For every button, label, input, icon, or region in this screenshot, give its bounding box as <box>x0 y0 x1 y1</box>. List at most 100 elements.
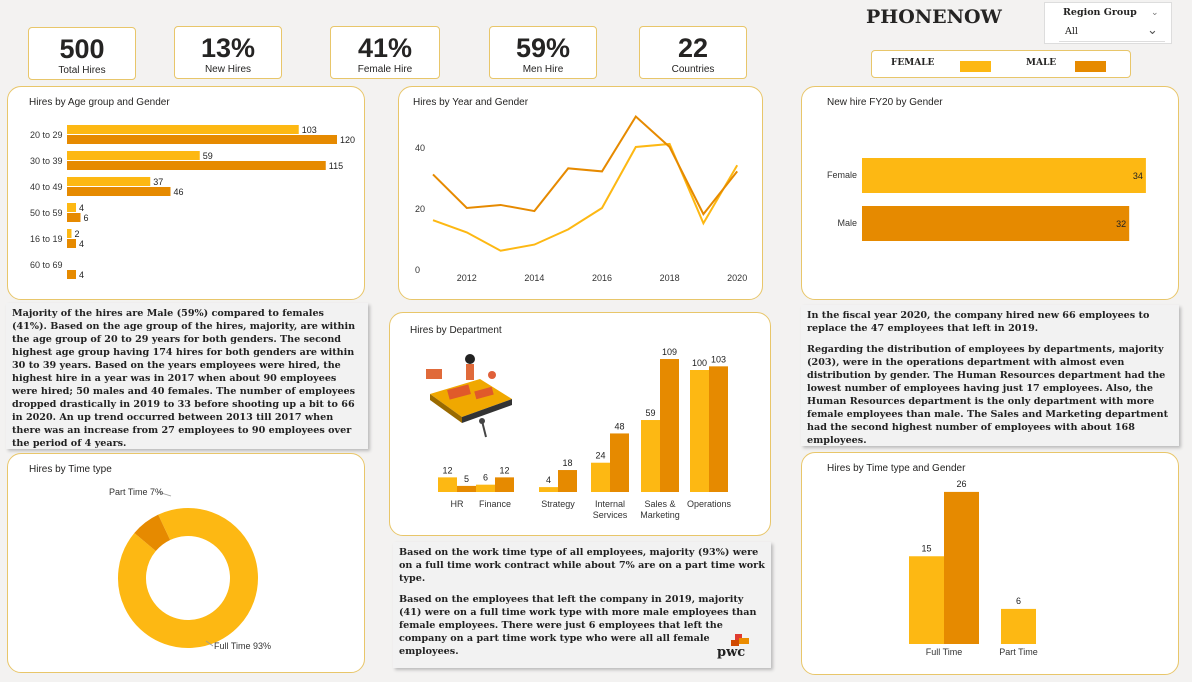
chart-title: Hires by Time type and Gender <box>827 463 966 474</box>
age-data-label: 37 <box>153 177 163 187</box>
dept-category-label: Finance <box>479 499 511 509</box>
age-category-label: 16 to 19 <box>30 234 63 244</box>
timegender-category-label: Part Time <box>999 647 1038 657</box>
chart-title: Hires by Year and Gender <box>413 97 529 108</box>
dept-data-label: 12 <box>442 465 452 475</box>
kpi-female-hire: 41% Female Hire <box>330 26 440 79</box>
age-category-label: 60 to 69 <box>30 260 63 270</box>
age-bar-female <box>67 151 200 160</box>
region-filter[interactable]: Region Group All ⌄ ⌄ <box>1044 2 1172 44</box>
dept-data-label: 48 <box>614 421 624 431</box>
pwc-logo: pwc <box>717 634 753 664</box>
dept-category-label: HR <box>451 499 464 509</box>
dept-bar-female <box>438 477 457 492</box>
age-bar-male <box>67 187 171 196</box>
age-data-label: 4 <box>79 270 84 280</box>
age-data-label: 115 <box>329 161 343 171</box>
legend-male-swatch <box>1075 61 1106 72</box>
age-bar-female <box>67 177 151 186</box>
dept-bar-male <box>495 477 514 492</box>
fy20-data-label: 32 <box>1116 219 1126 229</box>
year-y-tick: 40 <box>415 143 425 153</box>
dept-data-label: 103 <box>711 354 726 364</box>
region-filter-label: Region Group <box>1063 7 1137 18</box>
note-paragraph: In the fiscal year 2020, the company hir… <box>807 310 1150 334</box>
fy20-data-label: 34 <box>1133 171 1143 181</box>
kpi-label: Total Hires <box>58 65 106 76</box>
year-line-chart: 0 20 40 2012 2014 2016 2018 2020 <box>415 114 747 283</box>
chevron-down-icon[interactable]: ⌄ <box>1147 22 1158 37</box>
dept-data-label: 59 <box>645 408 655 418</box>
age-bar-male <box>67 270 76 279</box>
chevron-down-icon[interactable]: ⌄ <box>1151 7 1159 17</box>
dept-category-label: Internal <box>595 499 625 509</box>
timegender-data-label: 15 <box>921 543 931 553</box>
note-paragraph: Regarding the distribution of employees … <box>807 344 1169 446</box>
age-bar-female <box>67 203 76 212</box>
dept-bar-chart: 12 5 HR 6 12 Finance 4 18 Strategy 24 48 InternalSe… <box>438 347 732 520</box>
donut-slice-full-time <box>118 508 258 648</box>
dept-bar-female <box>476 484 495 492</box>
fy20-bar-male <box>862 206 1130 241</box>
dept-data-label: 109 <box>662 347 677 357</box>
age-data-label: 59 <box>203 151 213 161</box>
dept-category-label: Marketing <box>640 510 680 520</box>
dept-category-label: Services <box>593 510 628 520</box>
year-y-tick: 0 <box>415 265 420 275</box>
timegender-bar-chart: 15 26 Full Time 6 Part Time <box>909 479 1038 657</box>
brand-title: PHONENOW <box>866 6 1002 28</box>
year-chart-card: Hires by Year and Gender 0 20 40 2012 2014 20… <box>398 86 763 300</box>
age-data-label: 4 <box>79 203 84 213</box>
donut-label-full-time: Full Time 93% <box>214 641 271 651</box>
year-x-tick: 2016 <box>592 273 612 283</box>
dept-bar-male <box>610 433 629 492</box>
summary-note-mid: Based on the work time type of all emplo… <box>393 542 771 668</box>
department-illustration <box>426 354 512 438</box>
dept-bar-female <box>690 370 709 492</box>
age-data-label: 46 <box>174 187 184 197</box>
legend-female-label: FEMALE <box>891 58 935 68</box>
dept-bar-female <box>591 462 610 492</box>
kpi-value: 41% <box>357 33 413 63</box>
year-y-tick: 20 <box>415 204 425 214</box>
legend-male-label: MALE <box>1026 58 1057 68</box>
note-paragraph: Majority of the hires are Male (59%) com… <box>12 308 356 449</box>
dept-bar-male <box>457 485 476 492</box>
summary-note-left: Majority of the hires are Male (59%) com… <box>6 303 368 449</box>
donut-label-part-time: Part Time 7% <box>109 487 163 497</box>
fy20-bar-female <box>862 158 1146 193</box>
fy20-category-label: Male <box>837 218 857 228</box>
timetype-donut-chart: Part Time 7% Full Time 93% <box>109 487 271 651</box>
dept-bar-male <box>558 470 577 492</box>
age-data-label: 6 <box>84 213 89 223</box>
year-line-female <box>432 142 739 252</box>
dept-bar-male <box>709 366 728 492</box>
timegender-chart-card: Hires by Time type and Gender 15 26 Full T… <box>801 452 1179 675</box>
kpi-value: 500 <box>59 34 105 64</box>
fy20-bar-chart: Female 34 Male 32 <box>827 158 1146 241</box>
age-category-label: 30 to 39 <box>30 156 63 166</box>
year-x-tick: 2020 <box>727 273 747 283</box>
legend-female-swatch <box>960 61 991 72</box>
donut-leader-line <box>205 640 214 647</box>
age-bar-male <box>67 239 76 248</box>
dept-category-label: Sales & <box>644 499 675 509</box>
kpi-label: Female Hire <box>357 64 413 75</box>
dept-bar-female <box>641 420 660 492</box>
dept-bar-female <box>539 487 558 492</box>
note-paragraph: Based on the work time type of all emplo… <box>399 547 765 584</box>
timegender-data-label: 26 <box>956 479 966 489</box>
kpi-label: New Hires <box>204 64 252 75</box>
chart-title: New hire FY20 by Gender <box>827 97 943 108</box>
timegender-bar-male <box>944 491 979 644</box>
age-category-label: 40 to 49 <box>30 182 63 192</box>
kpi-label: Countries <box>671 64 715 75</box>
kpi-total-hires: 500 Total Hires <box>28 27 136 80</box>
chart-title: Hires by Department <box>410 325 502 336</box>
timegender-data-label: 6 <box>1016 596 1021 606</box>
donut-leader-line <box>157 491 172 497</box>
age-bar-male <box>67 161 326 170</box>
dept-data-label: 100 <box>692 358 707 368</box>
dept-data-label: 4 <box>546 475 551 485</box>
